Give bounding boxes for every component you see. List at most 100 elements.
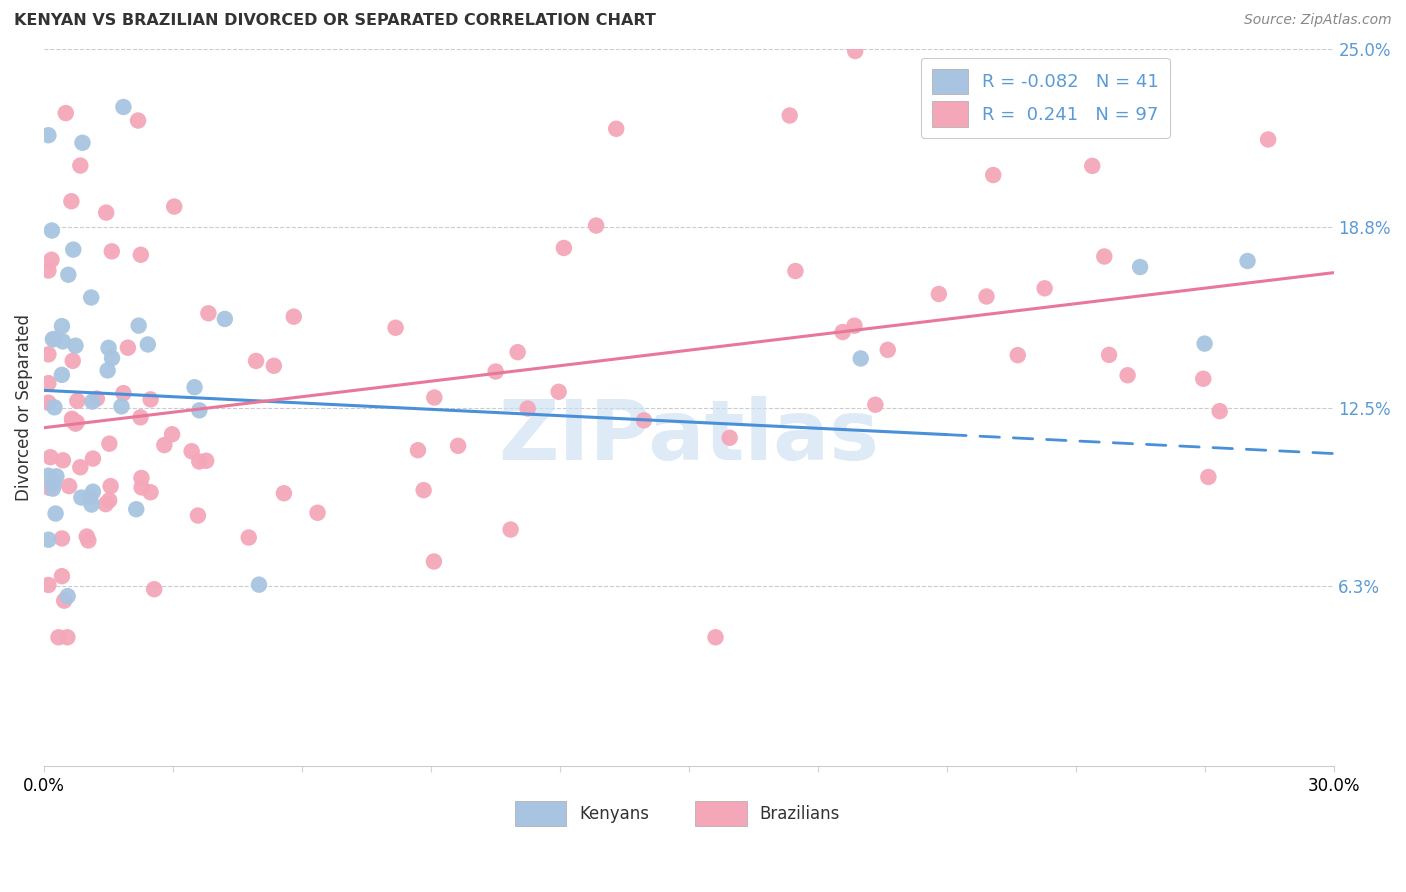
Point	[37, 263, 59, 277]
Point	[125, 502, 148, 516]
Point	[585, 219, 607, 233]
Text: Brazilians: Brazilians	[759, 805, 841, 822]
Point	[844, 44, 866, 58]
Point	[52, 334, 75, 349]
Point	[1236, 254, 1258, 268]
Point	[51, 569, 73, 583]
Point	[51, 368, 73, 382]
Point	[1194, 336, 1216, 351]
Point	[70, 491, 93, 505]
Point	[423, 391, 446, 405]
Point	[384, 320, 406, 334]
Text: Kenyans: Kenyans	[579, 805, 650, 822]
Point	[98, 493, 121, 508]
Point	[1033, 281, 1056, 295]
Point	[605, 121, 627, 136]
Point	[1092, 250, 1115, 264]
Y-axis label: Divorced or Separated: Divorced or Separated	[15, 314, 32, 501]
Point	[101, 351, 124, 365]
Point	[928, 287, 950, 301]
FancyBboxPatch shape	[695, 801, 747, 826]
Point	[245, 354, 267, 368]
Point	[307, 506, 329, 520]
Point	[1098, 348, 1121, 362]
Point	[718, 431, 741, 445]
Point	[42, 475, 65, 490]
Point	[101, 244, 124, 259]
Point	[1197, 470, 1219, 484]
Point	[117, 341, 139, 355]
Point	[506, 345, 529, 359]
Point	[37, 395, 59, 409]
Point	[80, 498, 103, 512]
Point	[44, 332, 66, 346]
Point	[547, 384, 569, 399]
Point	[62, 243, 84, 257]
Point	[60, 411, 83, 425]
Point	[831, 325, 853, 339]
Point	[1007, 348, 1029, 362]
Point	[65, 339, 87, 353]
Point	[188, 454, 211, 468]
Point	[66, 393, 89, 408]
Point	[1081, 159, 1104, 173]
Point	[865, 398, 887, 412]
Point	[139, 485, 162, 500]
Point	[82, 484, 104, 499]
Point	[39, 450, 62, 465]
Point	[53, 593, 76, 607]
Point	[37, 347, 59, 361]
Point	[1257, 132, 1279, 146]
Point	[55, 106, 77, 120]
Point	[60, 194, 83, 209]
Point	[76, 529, 98, 543]
Point	[37, 578, 59, 592]
Legend: R = -0.082   N = 41, R =  0.241   N = 97: R = -0.082 N = 41, R = 0.241 N = 97	[921, 58, 1170, 137]
Point	[214, 312, 236, 326]
Point	[197, 306, 219, 320]
Point	[263, 359, 285, 373]
Point	[56, 589, 79, 603]
Point	[633, 413, 655, 427]
Point	[41, 252, 63, 267]
Point	[553, 241, 575, 255]
Point	[406, 443, 429, 458]
Point	[97, 363, 120, 377]
Point	[41, 223, 63, 237]
Point	[56, 630, 79, 644]
Point	[1028, 76, 1050, 90]
Point	[96, 205, 118, 219]
Point	[58, 479, 80, 493]
Point	[82, 394, 104, 409]
Point	[1129, 260, 1152, 274]
Point	[136, 337, 159, 351]
Point	[69, 159, 91, 173]
Point	[188, 403, 211, 417]
Point	[412, 483, 434, 497]
Point	[447, 439, 470, 453]
Point	[195, 454, 218, 468]
Point	[110, 400, 132, 414]
Point	[981, 168, 1004, 182]
Point	[98, 436, 121, 450]
Point	[844, 318, 866, 333]
Point	[69, 460, 91, 475]
Point	[153, 438, 176, 452]
Point	[66, 415, 89, 429]
Point	[131, 480, 153, 494]
Point	[77, 533, 100, 548]
Point	[37, 468, 59, 483]
Point	[51, 319, 73, 334]
Point	[79, 490, 101, 504]
Point	[112, 386, 135, 401]
Point	[785, 264, 807, 278]
Point	[52, 453, 75, 467]
Point	[82, 451, 104, 466]
Point	[42, 482, 65, 496]
Point	[65, 417, 87, 431]
Text: Source: ZipAtlas.com: Source: ZipAtlas.com	[1244, 13, 1392, 28]
Point	[273, 486, 295, 500]
Point	[129, 248, 152, 262]
Point	[72, 136, 94, 150]
Point	[100, 479, 122, 493]
